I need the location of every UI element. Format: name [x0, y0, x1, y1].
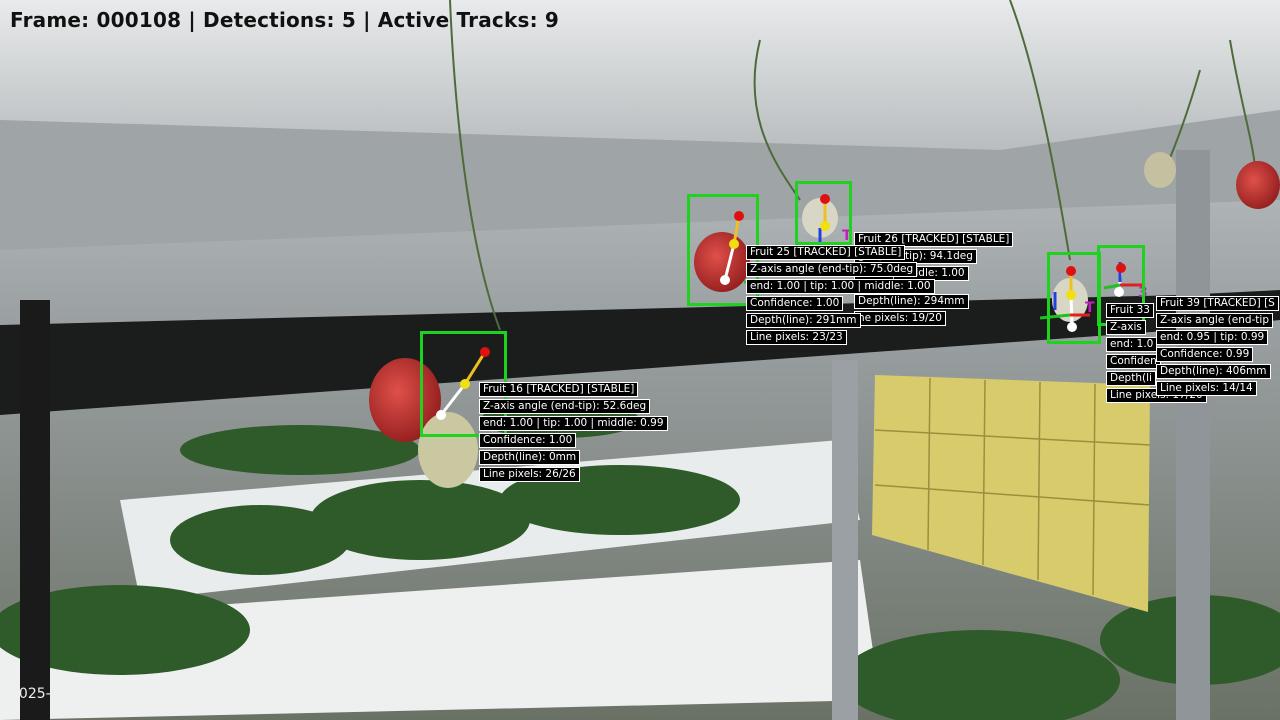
fruit-39-info: Fruit 39 [TRACKED] [S Z-axis angle (end-…: [1156, 296, 1279, 398]
axis-y: [1039, 313, 1071, 320]
detection-box-fruit-26[interactable]: [795, 181, 852, 245]
keypoint-scores: end: 1.0: [1106, 337, 1158, 352]
keypoint-scores: end: 1.00 | tip: 1.00 | middle: 0.99: [479, 416, 668, 431]
tip-keypoint: [1114, 287, 1124, 297]
fruit-16-info: Fruit 16 [TRACKED] [STABLE] Z-axis angle…: [479, 382, 668, 484]
overhead-gutter: [0, 0, 1280, 150]
axis-y: [1103, 283, 1121, 290]
tip-middle-line: [439, 383, 467, 416]
line-pixels: Line pixels: 14/14: [1156, 381, 1257, 396]
depth: Depth(li: [1106, 371, 1156, 386]
depth: Depth(line): 406mm: [1156, 364, 1271, 379]
foliage: [0, 402, 1280, 720]
end-keypoint: [1066, 266, 1076, 276]
fruit-title: Fruit 39 [TRACKED] [S: [1156, 296, 1279, 311]
end-keypoint: [820, 194, 830, 204]
depth: Depth(line): 291mm: [746, 313, 861, 328]
fruit-title: Fruit 16 [TRACKED] [STABLE]: [479, 382, 639, 397]
keypoint-scores: end: 0.95 | tip: 0.99: [1156, 330, 1269, 345]
tip-middle-line: [723, 243, 736, 281]
strawberry-unripe: [418, 412, 478, 488]
stems: [449, 0, 1256, 331]
middle-end-line: [463, 351, 487, 385]
middle-keypoint: [820, 221, 830, 231]
track-id-text: T: [842, 228, 852, 244]
tip-keypoint: [1067, 322, 1077, 332]
fruit-title: Fruit 33: [1106, 303, 1154, 318]
depth: Depth(line): 0mm: [479, 450, 581, 465]
fruit-title: Fruit 26 [TRACKED] [STABLE]: [854, 232, 1014, 247]
middle-keypoint: [460, 379, 470, 389]
line-pixels: Line pixels: 23/23: [746, 330, 847, 345]
end-keypoint: [734, 211, 744, 221]
end-keypoint: [1116, 263, 1126, 273]
tip-keypoint: [436, 410, 446, 420]
confidence: Confidence: 0.99: [1156, 347, 1254, 362]
planting-row-lower: [0, 560, 880, 720]
fruit-25-info: Fruit 25 [TRACKED] [STABLE] Z-axis angle…: [746, 245, 935, 347]
z-axis-angle: Z-axis angle (end-tip): 75.0deg: [746, 262, 918, 277]
z-axis-angle: Z-axis: [1106, 320, 1146, 335]
black-rail: [0, 290, 1280, 415]
tip-keypoint: [720, 275, 730, 285]
line-pixels: Line pixels: 26/26: [479, 467, 580, 482]
keypoint-scores: end: 1.00 | tip: 1.00 | middle: 1.00: [746, 279, 935, 294]
end-keypoint: [480, 347, 490, 357]
depth: Depth(line): 294mm: [854, 294, 969, 309]
frame-status-overlay: Frame: 000108 | Detections: 5 | Active T…: [10, 8, 560, 32]
z-axis-angle: Z-axis angle (end-tip): 52.6deg: [479, 399, 651, 414]
strawberry: [1236, 161, 1280, 209]
confidence: Confiden: [1106, 354, 1161, 369]
confidence: Confidence: 1.00: [746, 296, 844, 311]
gutter-underside: [0, 110, 1280, 250]
strawberry-unripe: [1144, 152, 1176, 188]
timestamp: 2025-08-28 01:59:04: [10, 686, 159, 702]
middle-keypoint: [729, 239, 739, 249]
metal-post: [832, 360, 858, 720]
track-id-text: T: [1085, 300, 1095, 316]
strawberry: [369, 358, 441, 442]
confidence: Confidence: 1.00: [479, 433, 577, 448]
black-post: [20, 300, 50, 720]
tip-middle-line: [1069, 294, 1074, 328]
middle-keypoint: [1066, 290, 1076, 300]
fruit-title: Fruit 25 [TRACKED] [STABLE]: [746, 245, 906, 260]
z-axis-angle: Z-axis angle (end-tip: [1156, 313, 1274, 328]
metal-post: [1176, 150, 1210, 720]
